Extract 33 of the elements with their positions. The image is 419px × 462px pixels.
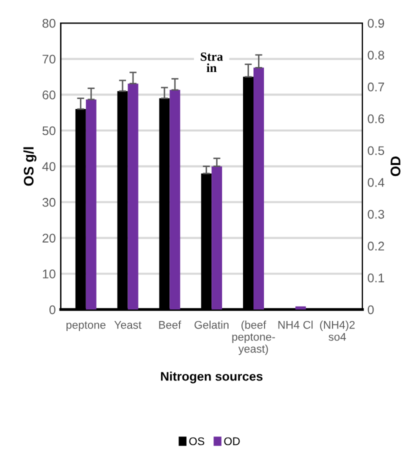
y-tick-label: 70 bbox=[42, 54, 56, 64]
y2-axis-title: OD bbox=[390, 156, 400, 176]
y2-tick-label: 0.3 bbox=[368, 210, 384, 219]
y2-tick-label: 0.2 bbox=[368, 242, 384, 251]
y-tick-label: 0 bbox=[49, 305, 56, 314]
x-tick-label: NH4 Cl bbox=[278, 320, 313, 329]
bar bbox=[295, 306, 306, 310]
legend-label: OD bbox=[224, 437, 240, 446]
y2-tick-label: 0.1 bbox=[368, 274, 384, 282]
y-tick-label: 40 bbox=[42, 162, 56, 171]
x-tick-label: Beef bbox=[159, 320, 182, 329]
x-tick-label: peptone bbox=[66, 322, 106, 332]
y2-tick-label: 0.4 bbox=[368, 178, 384, 187]
text: Stra in bbox=[200, 52, 223, 72]
y2-tick-label: 0.5 bbox=[368, 146, 384, 156]
y2-tick-label: 0 bbox=[368, 305, 374, 314]
y-tick-label: 60 bbox=[42, 90, 56, 100]
y-tick-label: 10 bbox=[42, 270, 56, 278]
y-tick-label: 30 bbox=[42, 198, 56, 207]
y2-tick-label: 0.6 bbox=[368, 114, 384, 124]
y-tick-label: 20 bbox=[42, 234, 56, 243]
y2-tick-label: 0.9 bbox=[368, 18, 384, 28]
x-axis-title: Nitrogen sources bbox=[161, 372, 262, 384]
y2-tick-label: 0.8 bbox=[368, 50, 384, 60]
legend-label: OS bbox=[189, 437, 204, 446]
x-tick-label: (beef peptone- yeast) bbox=[232, 320, 275, 355]
x-tick-label: (NH4)2 so4 bbox=[320, 320, 355, 341]
y2-tick-label: 0.7 bbox=[368, 82, 384, 92]
y-axis-title: OS g/l bbox=[23, 147, 36, 186]
y-tick-label: 80 bbox=[42, 18, 56, 28]
y-tick-label: 50 bbox=[42, 126, 56, 136]
x-tick-label: Yeast bbox=[114, 321, 142, 329]
x-tick-label: Gelatin bbox=[194, 320, 228, 329]
